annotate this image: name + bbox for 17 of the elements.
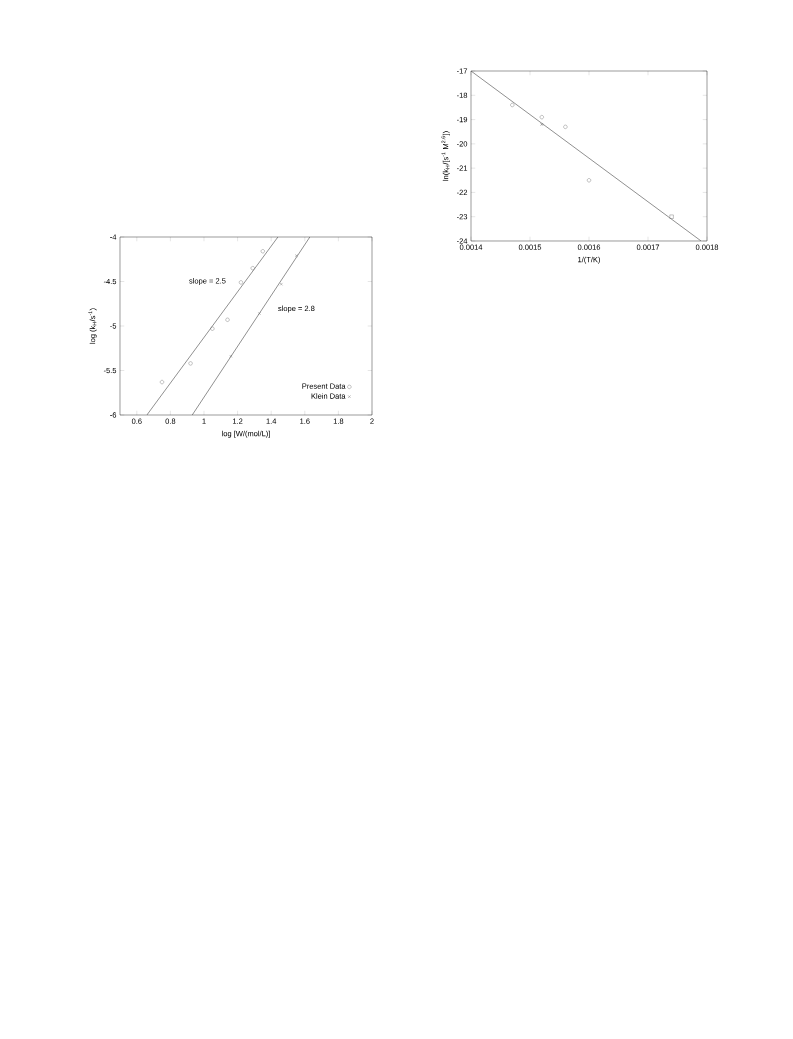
point — [257, 312, 261, 316]
point — [563, 124, 568, 129]
point — [250, 266, 255, 271]
point — [229, 354, 233, 358]
point — [188, 361, 193, 366]
point — [238, 280, 243, 285]
point — [294, 254, 298, 258]
point — [260, 249, 265, 254]
point — [225, 317, 230, 322]
point — [160, 380, 164, 385]
point — [279, 282, 283, 286]
point — [669, 214, 674, 219]
point — [587, 178, 591, 183]
point — [539, 115, 544, 120]
point — [540, 122, 544, 126]
point — [510, 103, 515, 107]
point — [210, 326, 215, 331]
